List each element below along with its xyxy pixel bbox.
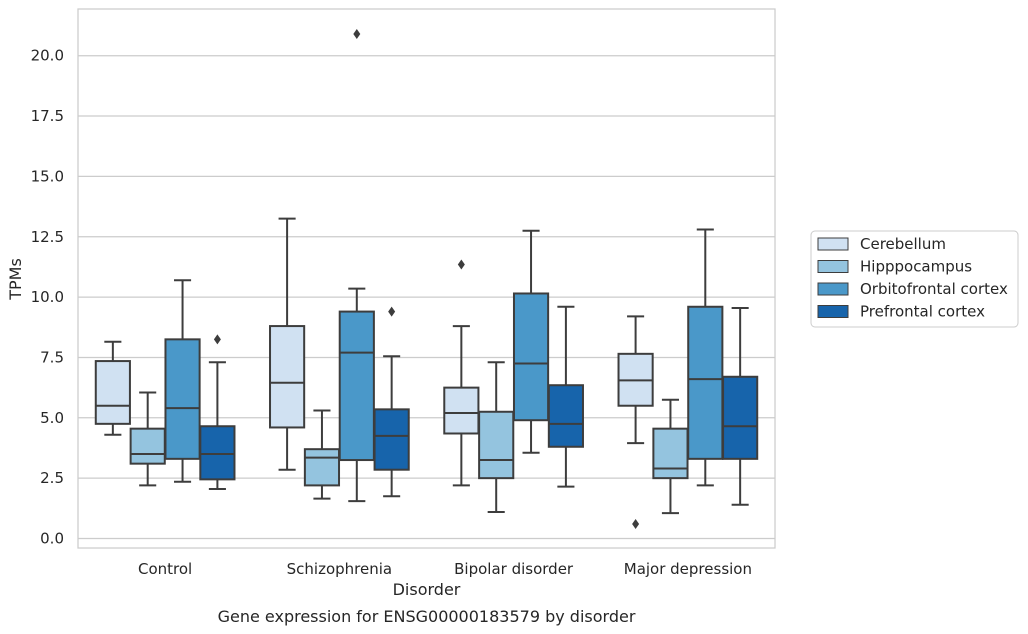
- outlier-point: [457, 259, 465, 270]
- y-tick-label: 10.0: [31, 288, 64, 306]
- iqr-box: [164, 338, 201, 460]
- iqr-box: [373, 408, 410, 471]
- x-tick-labels: Control Schizophrenia Bipolar disorder Majo…: [138, 560, 752, 578]
- y-tick-label: 5.0: [40, 409, 64, 427]
- iqr-box: [199, 425, 236, 481]
- box-hipppocampus: [478, 361, 515, 513]
- box-hipppocampus: [303, 409, 341, 500]
- y-tick-label: 15.0: [31, 167, 64, 185]
- y-tick-labels: 0.0 2.5 5.0 7.5 10.0 12.5 15.0 17.5 20.0: [31, 47, 64, 548]
- legend-label: Orbitofrontal cortex: [860, 280, 1008, 298]
- iqr-box: [722, 375, 759, 460]
- iqr-box: [512, 292, 550, 422]
- y-axis-title: TPMs: [6, 258, 25, 301]
- box-groups: [94, 28, 759, 530]
- iqr-box: [269, 325, 306, 429]
- iqr-box: [478, 410, 515, 480]
- iqr-box: [547, 384, 584, 448]
- gridlines: [78, 55, 775, 540]
- iqr-box: [652, 427, 689, 480]
- box-prefrontal-cortex: [547, 305, 584, 488]
- box-hipppocampus: [652, 398, 689, 515]
- box-orbitofrontal-cortex: [687, 228, 724, 487]
- legend-swatch: [817, 282, 849, 296]
- iqr-box: [303, 448, 341, 487]
- box-prefrontal-cortex: [199, 334, 236, 491]
- x-tick-label: Major depression: [624, 560, 752, 578]
- box-prefrontal-cortex: [722, 306, 759, 506]
- box-prefrontal-cortex: [373, 306, 410, 498]
- legend: Cerebellum Hipppocampus Orbitofrontal cort…: [810, 230, 1019, 328]
- legend-label: Cerebellum: [860, 235, 946, 253]
- chart-caption: Gene expression for ENSG00000183579 by d…: [218, 607, 636, 626]
- box-hipppocampus: [129, 391, 166, 487]
- x-tick-label: Bipolar disorder: [454, 560, 574, 578]
- box-orbitofrontal-cortex: [338, 28, 375, 503]
- legend-frame: [810, 230, 1019, 328]
- y-tick-label: 0.0: [40, 530, 64, 548]
- x-axis-title: Disorder: [393, 580, 461, 599]
- box-orbitofrontal-cortex: [164, 279, 201, 483]
- legend-label: Hipppocampus: [860, 258, 972, 276]
- x-tick-label: Control: [138, 560, 192, 578]
- y-tick-label: 12.5: [31, 228, 64, 246]
- iqr-box: [94, 360, 131, 425]
- y-tick-label: 20.0: [31, 47, 64, 65]
- y-tick-label: 2.5: [40, 469, 64, 487]
- iqr-box: [129, 427, 166, 465]
- box-cerebellum: [94, 340, 131, 436]
- legend-swatch: [817, 260, 849, 273]
- legend-swatch: [817, 305, 849, 318]
- box-cerebellum: [269, 217, 306, 471]
- iqr-box: [443, 386, 480, 435]
- x-tick-label: Schizophrenia: [287, 560, 392, 578]
- legend-swatch: [817, 237, 849, 251]
- box-cerebellum: [443, 259, 480, 487]
- iqr-box: [687, 305, 724, 460]
- outlier-point: [388, 306, 396, 317]
- y-tick-label: 7.5: [40, 348, 64, 366]
- outlier-point: [632, 519, 640, 530]
- box-cerebellum: [617, 315, 654, 530]
- outlier-point: [353, 28, 361, 39]
- box-orbitofrontal-cortex: [512, 229, 550, 454]
- iqr-box: [338, 310, 375, 462]
- legend-label: Prefrontal cortex: [860, 303, 985, 321]
- y-tick-label: 17.5: [31, 107, 64, 125]
- outlier-point: [213, 334, 221, 345]
